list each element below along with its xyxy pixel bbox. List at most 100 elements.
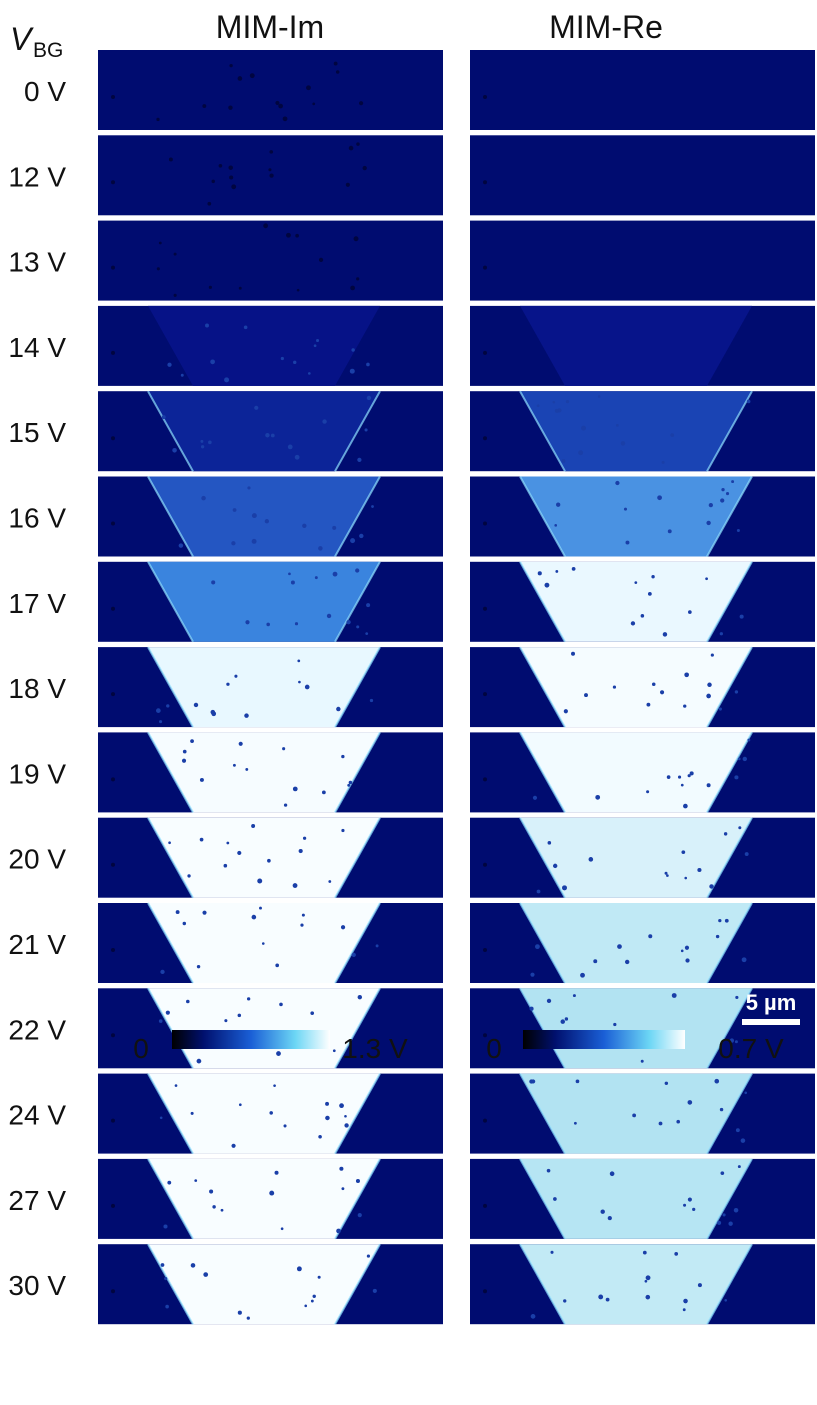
defect-dot bbox=[212, 1205, 216, 1209]
defect-dot bbox=[532, 795, 538, 800]
defect-dot bbox=[111, 862, 115, 867]
defect-dot bbox=[301, 913, 305, 917]
defect-dot bbox=[371, 505, 374, 508]
defect-dot bbox=[483, 521, 487, 526]
defect-dot bbox=[226, 841, 230, 845]
defect-dot bbox=[156, 267, 160, 271]
defect-dot bbox=[273, 1084, 276, 1087]
defect-dot bbox=[156, 117, 160, 122]
defect-dot bbox=[657, 495, 662, 501]
defect-dot bbox=[612, 685, 617, 689]
defect-dot bbox=[270, 433, 275, 438]
defect-dot bbox=[231, 541, 236, 546]
defect-dot bbox=[597, 395, 601, 398]
defect-dot bbox=[724, 1299, 728, 1302]
defect-dot bbox=[645, 1294, 651, 1300]
channel-edge bbox=[147, 987, 194, 1069]
colorbar bbox=[172, 1030, 330, 1049]
channel-region bbox=[520, 1073, 752, 1154]
defect-dot bbox=[483, 1289, 487, 1294]
defect-dot bbox=[351, 952, 356, 957]
defect-dot bbox=[744, 852, 749, 857]
defect-dot bbox=[634, 581, 638, 585]
defect-dot bbox=[199, 837, 204, 842]
defect-dot bbox=[697, 1283, 702, 1288]
defect-dot bbox=[706, 783, 711, 788]
defect-dot bbox=[530, 1313, 536, 1319]
defect-dot bbox=[680, 783, 684, 787]
defect-dot bbox=[173, 293, 177, 297]
defect-dot bbox=[692, 1207, 696, 1211]
channel-edge bbox=[519, 1158, 566, 1240]
defect-dot bbox=[111, 692, 115, 697]
channel-region bbox=[520, 391, 752, 472]
defect-dot bbox=[684, 672, 689, 678]
row-label: 20 V bbox=[8, 844, 66, 875]
defect-dot bbox=[298, 848, 303, 854]
defect-dot bbox=[369, 698, 374, 703]
defect-dot bbox=[683, 1298, 688, 1304]
defect-dot bbox=[178, 543, 184, 548]
defect-dot bbox=[200, 439, 204, 443]
defect-dot bbox=[647, 591, 652, 596]
defect-dot bbox=[318, 546, 323, 551]
row-label: 30 V bbox=[8, 1270, 66, 1301]
defect-dot bbox=[708, 503, 713, 508]
defect-dot bbox=[181, 758, 187, 763]
defect-dot bbox=[111, 521, 115, 526]
defect-dot bbox=[306, 85, 311, 91]
defect-dot bbox=[269, 173, 274, 178]
defect-dot bbox=[544, 582, 550, 588]
defect-dot bbox=[734, 690, 739, 694]
row-label: 12 V bbox=[8, 161, 66, 192]
defect-dot bbox=[681, 850, 686, 855]
defect-dot bbox=[623, 507, 628, 511]
defect-dot bbox=[243, 325, 248, 330]
defect-dot bbox=[747, 738, 751, 742]
row-label: 15 V bbox=[8, 417, 66, 448]
defect-dot bbox=[615, 423, 619, 427]
defect-dot bbox=[366, 1254, 371, 1258]
defect-dot bbox=[724, 918, 729, 923]
defect-dot bbox=[715, 934, 720, 939]
defect-dot bbox=[282, 747, 286, 751]
defect-dot bbox=[728, 1221, 733, 1226]
defect-dot bbox=[483, 350, 487, 355]
defect-dot bbox=[348, 145, 354, 151]
defect-dot bbox=[190, 1111, 194, 1115]
channel-region bbox=[520, 476, 752, 557]
defect-dot bbox=[651, 682, 656, 687]
channel-edge bbox=[334, 476, 381, 557]
defect-dot bbox=[674, 1252, 679, 1256]
defect-dot bbox=[293, 360, 297, 365]
defect-dot bbox=[229, 175, 234, 180]
defect-dot bbox=[687, 774, 691, 778]
defect-dot bbox=[736, 528, 740, 532]
channel-edge bbox=[147, 646, 194, 728]
defect-dot bbox=[165, 1010, 170, 1015]
channel-region bbox=[148, 817, 380, 898]
defect-dot bbox=[317, 1275, 321, 1279]
defect-dot bbox=[274, 1170, 279, 1175]
defect-dot bbox=[205, 323, 209, 328]
defect-dot bbox=[483, 436, 487, 441]
defect-dot bbox=[483, 265, 487, 270]
defect-dot bbox=[719, 632, 723, 636]
defect-dot bbox=[739, 614, 744, 619]
defect-dot bbox=[196, 964, 201, 969]
defect-dot bbox=[194, 1179, 198, 1182]
defect-dot bbox=[210, 359, 215, 365]
channel-edge bbox=[147, 1158, 194, 1240]
defect-dot bbox=[560, 1019, 566, 1024]
defect-dot bbox=[211, 711, 217, 717]
defect-dot bbox=[529, 1006, 534, 1011]
defect-dot bbox=[714, 1078, 720, 1084]
defect-dot bbox=[731, 480, 735, 484]
defect-dot bbox=[254, 405, 259, 410]
defect-dot bbox=[658, 1121, 663, 1126]
defect-dot bbox=[620, 441, 626, 446]
defect-dot bbox=[644, 1279, 648, 1283]
row-label: 13 V bbox=[8, 247, 66, 278]
channel-edge bbox=[334, 817, 381, 899]
